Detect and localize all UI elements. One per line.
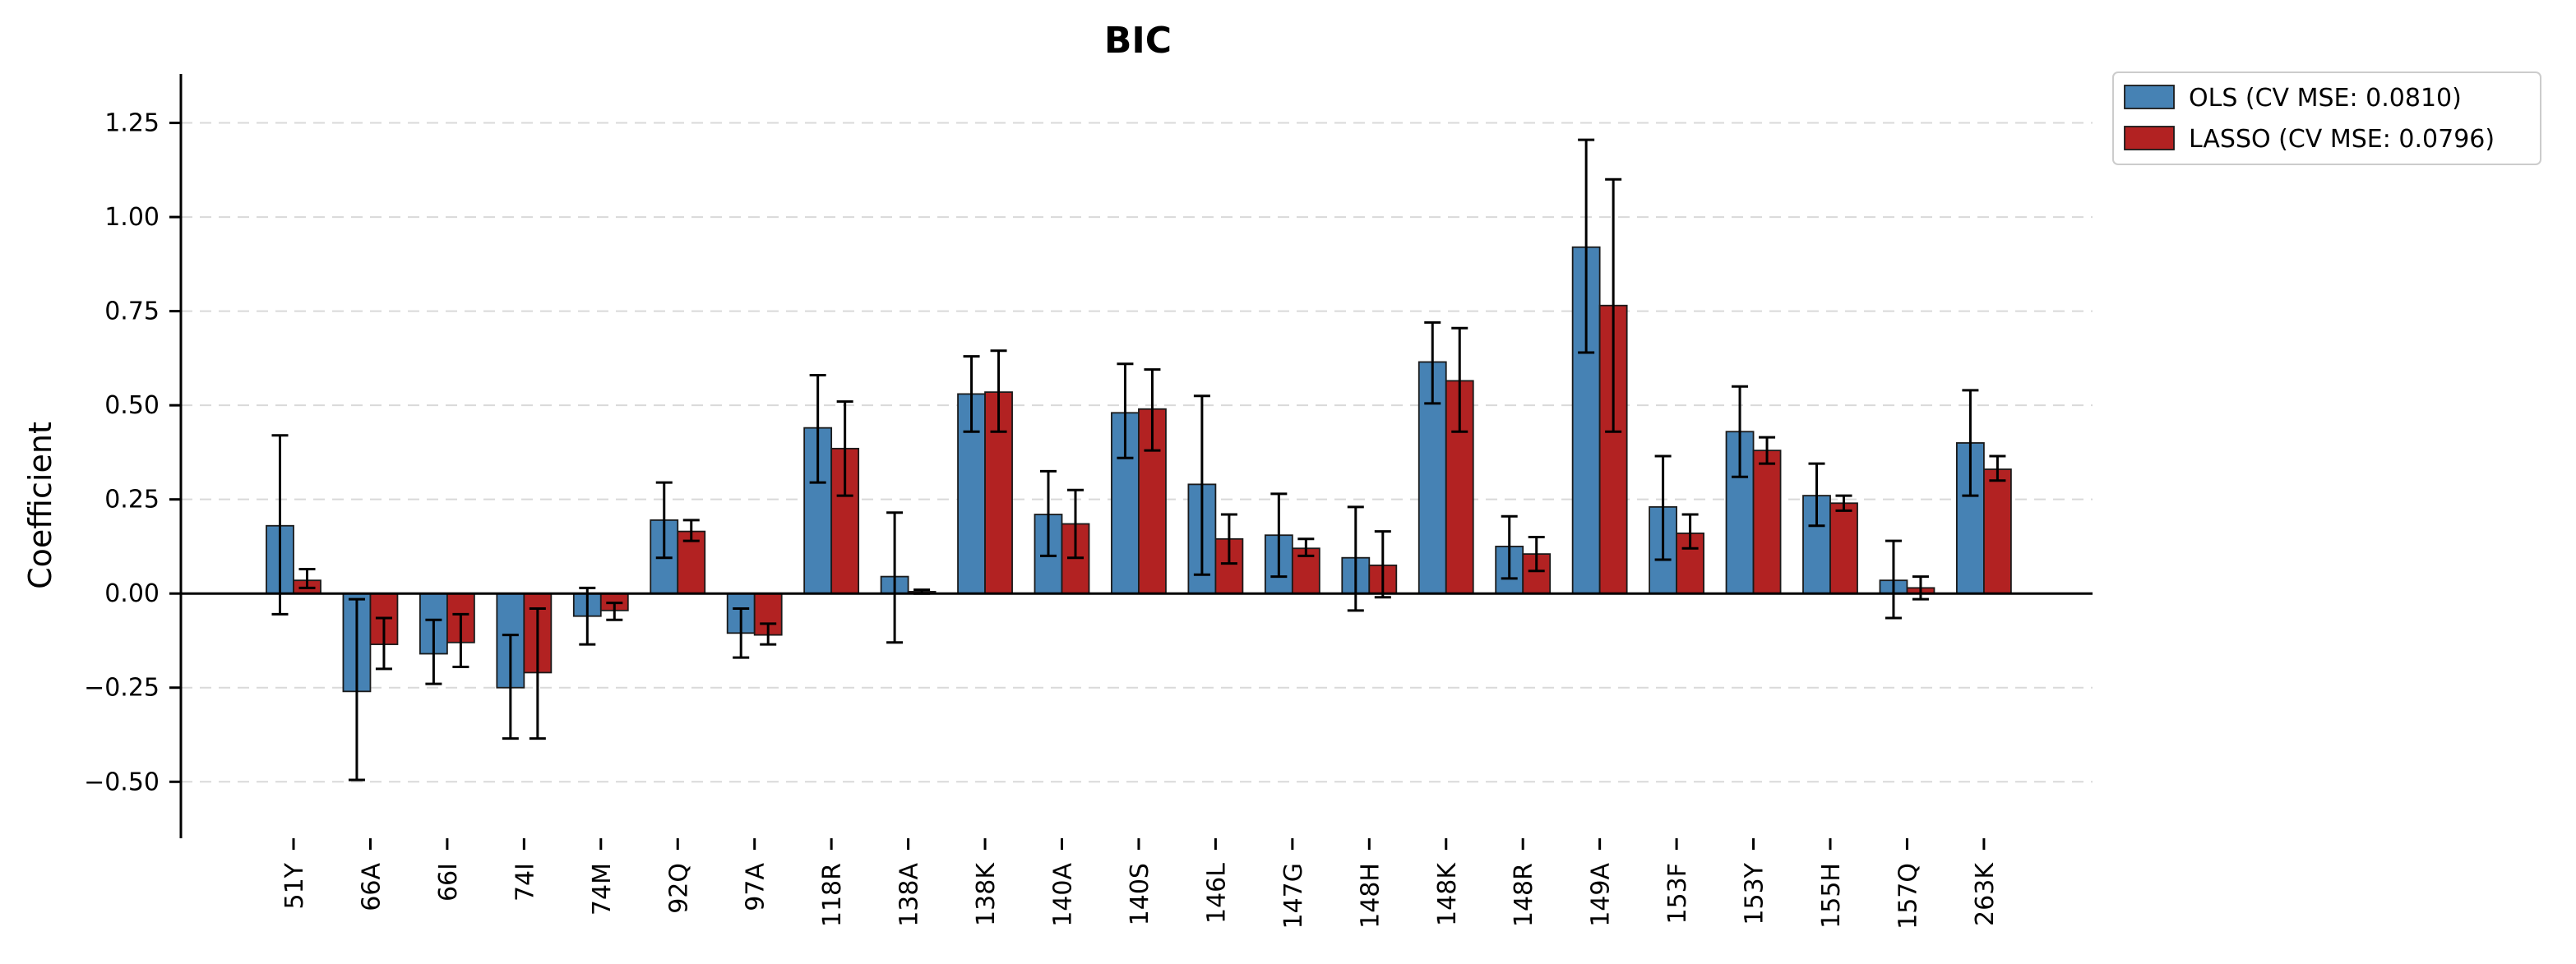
x-tick-label: 66I <box>434 863 463 902</box>
error-bar-lasso-97A <box>760 622 777 646</box>
error-bars <box>271 138 2006 782</box>
error-bar-lasso-148K <box>1451 326 1468 433</box>
error-bar-ols-51Y <box>271 434 289 616</box>
error-bar-ols-74I <box>502 634 519 740</box>
error-bar-lasso-146L <box>1220 513 1237 565</box>
x-tick-label: 92Q <box>664 863 693 914</box>
error-bar-ols-140A <box>1040 469 1057 557</box>
error-bar-ols-146L <box>1193 394 1210 576</box>
x-tick-label: 148R <box>1510 863 1538 927</box>
error-bar-lasso-140S <box>1144 368 1161 452</box>
error-bar-ols-153Y <box>1732 385 1749 478</box>
x-tick-label: 155H <box>1817 863 1846 929</box>
chart-title: BIC <box>1104 20 1172 62</box>
error-bar-ols-66A <box>348 597 365 782</box>
error-bar-ols-263K <box>1962 389 1979 497</box>
y-axis-label: Coefficient <box>22 422 58 589</box>
legend-box <box>2112 71 2541 165</box>
x-tick-label: 66A <box>357 863 386 911</box>
x-tick-label: 118R <box>818 863 847 927</box>
error-bar-lasso-153Y <box>1759 436 1776 465</box>
error-bar-ols-74M <box>579 586 596 646</box>
bar-lasso-263K <box>1982 468 2012 595</box>
legend: OLS (CV MSE: 0.0810) LASSO (CV MSE: 0.079… <box>2112 71 2541 165</box>
x-tick-label: 149A <box>1587 863 1616 927</box>
legend-label: OLS (CV MSE: 0.0810) <box>2189 84 2462 113</box>
y-tick-label: 0.75 <box>104 298 160 326</box>
x-tick-label: 153Y <box>1741 862 1769 925</box>
error-bar-lasso-66I <box>452 612 469 669</box>
error-bar-lasso-148R <box>1528 535 1545 573</box>
error-bar-lasso-140A <box>1067 488 1084 560</box>
x-tick-label: 74I <box>511 863 539 902</box>
legend-swatch <box>2124 126 2175 150</box>
x-tick-label: 148H <box>1356 863 1385 929</box>
error-bar-ols-148R <box>1501 514 1518 580</box>
legend-swatch <box>2124 85 2175 109</box>
error-bar-ols-138A <box>886 511 904 644</box>
x-tick-label: 148K <box>1433 862 1462 926</box>
x-ticks: 51Y 66A 66I 74I 74M 92Q 97A 118R 138A 138K 140A 140… <box>280 838 2000 929</box>
error-bar-ols-140S <box>1117 362 1134 459</box>
error-bar-lasso-74M <box>606 602 623 621</box>
x-tick-label: 147G <box>1279 863 1308 929</box>
error-bar-ols-153F <box>1654 454 1672 561</box>
y-tick-label: 1.00 <box>104 203 160 232</box>
x-tick-label: 146L <box>1202 863 1231 924</box>
error-bar-ols-148K <box>1424 321 1441 405</box>
error-bar-ols-149A <box>1578 138 1595 354</box>
x-tick-label: 157Q <box>1894 863 1922 929</box>
error-bar-ols-147G <box>1270 492 1288 579</box>
error-bar-lasso-153F <box>1681 513 1699 550</box>
error-bar-lasso-74I <box>529 607 546 740</box>
bar-lasso-155H <box>1829 502 1858 595</box>
x-tick-label: 263K <box>1971 862 2000 926</box>
x-tick-label: 153F <box>1663 863 1692 925</box>
y-tick-label: −0.50 <box>84 768 160 796</box>
error-bar-lasso-92Q <box>682 519 700 542</box>
error-bar-lasso-147G <box>1297 537 1315 557</box>
error-bar-lasso-157Q <box>1912 575 1929 601</box>
y-ticks: −0.50 −0.25 0.00 0.25 0.50 0.75 1.00 1.25 <box>84 109 181 796</box>
x-tick-label: 140S <box>1126 863 1154 925</box>
bars <box>266 246 2012 693</box>
x-tick-label: 51Y <box>280 862 309 909</box>
error-bar-lasso-118R <box>836 400 853 497</box>
error-bar-lasso-148H <box>1374 530 1391 599</box>
error-bar-ols-66I <box>425 618 442 685</box>
error-bar-lasso-138K <box>990 349 1007 433</box>
y-tick-label: 1.25 <box>104 109 160 138</box>
error-bar-ols-138K <box>963 355 980 433</box>
error-bar-ols-92Q <box>655 481 673 560</box>
bar-lasso-153Y <box>1752 450 1782 595</box>
error-bar-lasso-51Y <box>298 567 316 589</box>
x-tick-label: 74M <box>588 863 617 916</box>
x-tick-label: 140A <box>1049 863 1078 927</box>
error-bar-lasso-66A <box>375 616 392 671</box>
error-bar-lasso-263K <box>1989 454 2006 482</box>
y-tick-label: 0.00 <box>104 579 160 608</box>
x-tick-label: 97A <box>742 863 770 911</box>
y-tick-label: 0.50 <box>104 391 160 420</box>
error-bar-ols-157Q <box>1885 539 1902 620</box>
error-bar-ols-97A <box>733 607 750 659</box>
y-tick-label: 0.25 <box>104 486 160 514</box>
y-tick-label: −0.25 <box>84 674 160 703</box>
error-bar-ols-155H <box>1808 462 1825 528</box>
x-tick-label: 138A <box>895 863 924 927</box>
legend-label: LASSO (CV MSE: 0.0796) <box>2189 125 2495 154</box>
x-tick-label: 138K <box>972 862 1001 926</box>
error-bar-lasso-155H <box>1835 494 1852 512</box>
error-bar-lasso-149A <box>1605 178 1622 433</box>
error-bar-ols-118R <box>809 374 826 484</box>
